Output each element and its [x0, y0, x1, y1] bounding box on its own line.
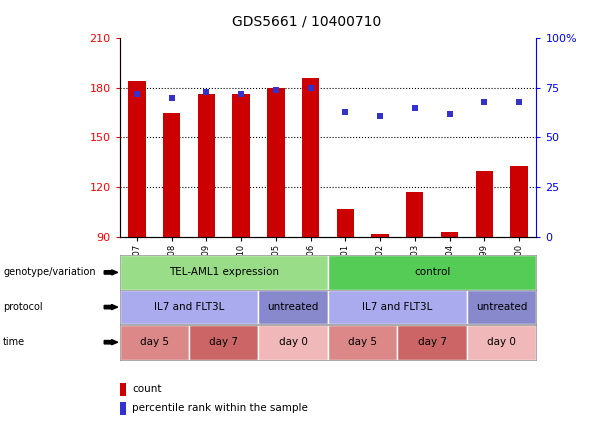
Bar: [441, 232, 459, 237]
Bar: [337, 209, 354, 237]
Text: GDS5661 / 10400710: GDS5661 / 10400710: [232, 15, 381, 29]
Bar: [120, 290, 259, 324]
Bar: [232, 94, 250, 237]
Bar: [510, 166, 528, 237]
Bar: [406, 192, 424, 237]
Text: untreated: untreated: [476, 302, 527, 312]
Bar: [328, 325, 397, 360]
Bar: [267, 88, 284, 237]
Point: [306, 85, 316, 91]
Text: day 0: day 0: [279, 337, 308, 347]
Text: day 0: day 0: [487, 337, 516, 347]
Text: IL7 and FLT3L: IL7 and FLT3L: [154, 302, 224, 312]
Bar: [259, 325, 328, 360]
Text: count: count: [132, 384, 162, 394]
Text: day 5: day 5: [348, 337, 377, 347]
Text: TEL-AML1 expression: TEL-AML1 expression: [169, 267, 279, 277]
Point: [271, 86, 281, 93]
Text: control: control: [414, 267, 451, 277]
Point: [340, 108, 350, 115]
Bar: [120, 255, 328, 290]
Bar: [302, 78, 319, 237]
Text: untreated: untreated: [267, 302, 319, 312]
Bar: [328, 290, 467, 324]
Bar: [128, 81, 146, 237]
Point: [167, 94, 177, 101]
Text: protocol: protocol: [3, 302, 43, 312]
Text: time: time: [3, 337, 25, 347]
Bar: [476, 170, 493, 237]
Text: IL7 and FLT3L: IL7 and FLT3L: [362, 302, 433, 312]
Point: [479, 98, 489, 105]
Point: [202, 88, 211, 95]
Bar: [198, 94, 215, 237]
Bar: [120, 402, 126, 415]
Text: percentile rank within the sample: percentile rank within the sample: [132, 403, 308, 413]
Bar: [467, 325, 536, 360]
Bar: [371, 233, 389, 237]
Point: [444, 110, 454, 117]
Point: [132, 91, 142, 97]
Point: [236, 91, 246, 97]
Text: day 7: day 7: [417, 337, 447, 347]
Text: day 7: day 7: [209, 337, 238, 347]
Point: [514, 98, 524, 105]
Bar: [120, 382, 126, 396]
Bar: [467, 290, 536, 324]
Text: day 5: day 5: [140, 337, 169, 347]
Text: genotype/variation: genotype/variation: [3, 267, 96, 277]
Bar: [259, 290, 328, 324]
Point: [410, 104, 420, 111]
Bar: [189, 325, 259, 360]
Bar: [163, 113, 180, 237]
Bar: [120, 325, 189, 360]
Bar: [328, 255, 536, 290]
Point: [375, 112, 385, 119]
Bar: [397, 325, 467, 360]
